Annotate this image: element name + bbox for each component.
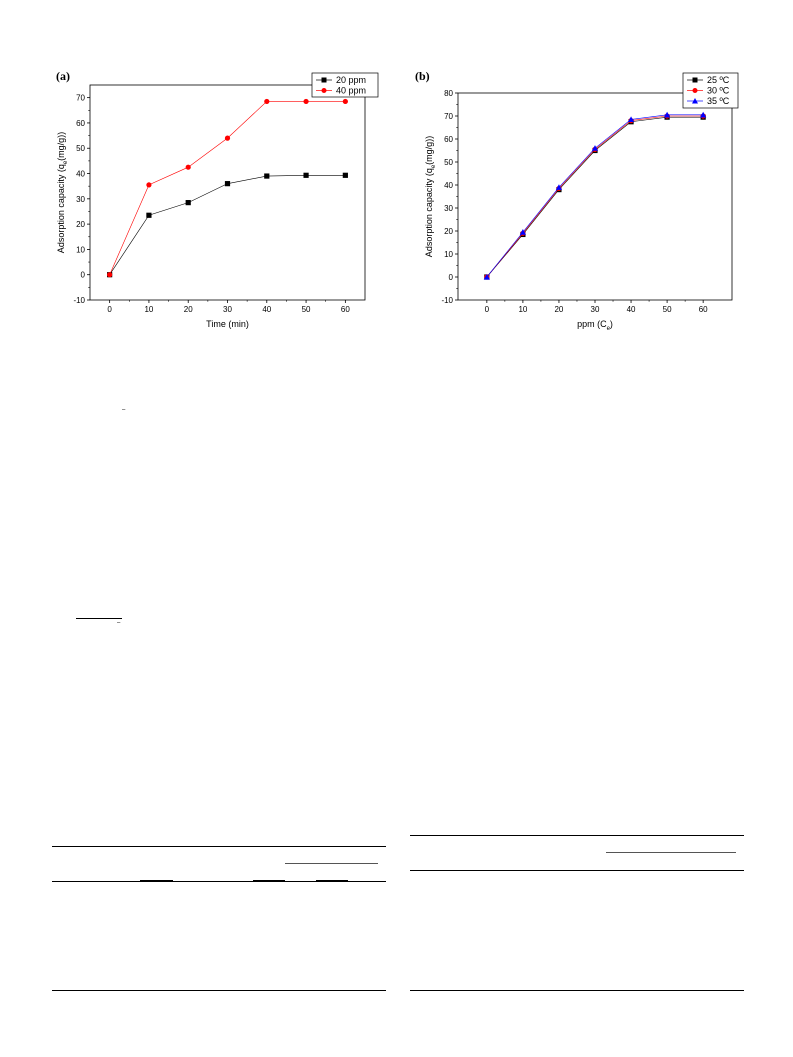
data-point bbox=[185, 164, 191, 170]
y-axis-title: Adsorption capacity (qe(mg/g)) bbox=[424, 136, 437, 257]
table-rule-mark bbox=[316, 880, 348, 882]
y-tick-label: 0 bbox=[449, 273, 454, 282]
panel-label: (b) bbox=[415, 69, 430, 83]
x-tick-label: 0 bbox=[485, 305, 490, 314]
y-tick-label: 40 bbox=[444, 181, 453, 190]
table-rule-bottom bbox=[52, 990, 386, 991]
y-tick-label: 30 bbox=[76, 195, 85, 204]
table-rule-top bbox=[410, 835, 744, 836]
y-tick-label: 60 bbox=[444, 135, 453, 144]
data-point bbox=[342, 172, 348, 178]
x-tick-label: 20 bbox=[184, 305, 193, 314]
y-tick-label: -10 bbox=[441, 296, 453, 305]
legend-label: 25 ºC bbox=[707, 75, 730, 85]
fraction-bar bbox=[76, 618, 122, 619]
legend-label: 30 ºC bbox=[707, 86, 730, 96]
chart-panel-b: (b) 0 10 20 30 40 50 60 -10 0 10 20 30 40 50 60 70 80 ppm … bbox=[415, 69, 739, 332]
plot-frame bbox=[457, 92, 733, 301]
series-line bbox=[109, 175, 346, 275]
panel-label: (a) bbox=[56, 69, 70, 83]
y-tick-label: 50 bbox=[76, 144, 85, 153]
data-point bbox=[224, 181, 231, 187]
data-point bbox=[700, 111, 707, 118]
data-point bbox=[107, 272, 113, 278]
data-point bbox=[519, 229, 526, 235]
series-line bbox=[109, 101, 346, 275]
data-point bbox=[264, 98, 270, 105]
x-axis-title: ppm (Ce) bbox=[577, 319, 613, 332]
table-rule-bottom bbox=[410, 990, 744, 991]
series-line bbox=[486, 114, 704, 278]
y-tick-label: -10 bbox=[73, 296, 85, 305]
y-tick-label: 30 bbox=[444, 204, 453, 213]
data-point bbox=[264, 173, 270, 179]
legend-label: 35 ºC bbox=[707, 96, 730, 106]
x-tick-label: 30 bbox=[591, 305, 600, 314]
data-point bbox=[321, 77, 327, 83]
y-tick-label: 50 bbox=[444, 158, 453, 167]
data-point bbox=[303, 172, 309, 178]
legend-box bbox=[311, 72, 379, 98]
x-axis-title: Time (min) bbox=[206, 319, 249, 329]
y-tick-label: 20 bbox=[444, 227, 453, 236]
series-line bbox=[486, 116, 704, 278]
data-point bbox=[483, 273, 490, 280]
chart-panel-a: (a) 0 10 20 30 40 50 60 -10 0 10 20 30 40 50 60 70 Time (… bbox=[56, 69, 379, 329]
table-rule-mark bbox=[253, 880, 285, 882]
data-point bbox=[185, 200, 191, 206]
data-point bbox=[224, 135, 231, 141]
y-tick-label: 20 bbox=[76, 220, 85, 229]
x-tick-label: 60 bbox=[699, 305, 708, 314]
table-rule-header bbox=[52, 881, 386, 882]
y-tick-label: 60 bbox=[76, 119, 85, 128]
data-point bbox=[146, 182, 152, 188]
table-rule-sub bbox=[285, 863, 378, 864]
data-point bbox=[591, 145, 599, 151]
data-point bbox=[664, 111, 671, 118]
legend-label: 40 ppm bbox=[336, 86, 366, 96]
x-tick-label: 50 bbox=[663, 305, 672, 314]
data-point bbox=[342, 98, 348, 105]
data-point bbox=[303, 98, 309, 105]
data-point bbox=[692, 88, 698, 93]
data-point bbox=[692, 77, 698, 83]
y-tick-label: 10 bbox=[76, 245, 85, 254]
y-tick-label: 70 bbox=[76, 94, 85, 103]
x-tick-label: 20 bbox=[554, 305, 563, 314]
table-rule-top bbox=[52, 846, 386, 847]
y-tick-label: 70 bbox=[444, 112, 453, 121]
plot-frame bbox=[89, 84, 366, 301]
y-tick-label: 0 bbox=[81, 271, 86, 280]
table-rule-mark bbox=[140, 880, 173, 882]
table-rule-header bbox=[410, 870, 744, 871]
x-tick-label: 30 bbox=[223, 305, 232, 314]
data-point bbox=[627, 116, 635, 123]
x-tick-label: 40 bbox=[627, 305, 636, 314]
table-rule-sub bbox=[606, 852, 736, 853]
data-point bbox=[555, 184, 563, 190]
data-point bbox=[146, 212, 152, 218]
x-tick-label: 50 bbox=[302, 305, 311, 314]
legend-label: 20 ppm bbox=[336, 75, 366, 85]
stray-mark: – bbox=[122, 407, 126, 413]
data-point bbox=[321, 88, 327, 93]
x-tick-label: 10 bbox=[518, 305, 527, 314]
x-tick-label: 40 bbox=[262, 305, 271, 314]
stray-mark: – bbox=[117, 620, 121, 626]
y-tick-label: 80 bbox=[444, 89, 453, 98]
x-tick-label: 60 bbox=[341, 305, 350, 314]
series-line bbox=[486, 115, 704, 278]
x-tick-label: 10 bbox=[144, 305, 153, 314]
y-tick-label: 40 bbox=[76, 170, 85, 179]
data-point bbox=[692, 98, 698, 104]
y-axis-title: Adsorption capacity (qe(mg/g)) bbox=[56, 132, 69, 253]
x-tick-label: 0 bbox=[107, 305, 112, 314]
y-tick-label: 10 bbox=[444, 250, 453, 259]
